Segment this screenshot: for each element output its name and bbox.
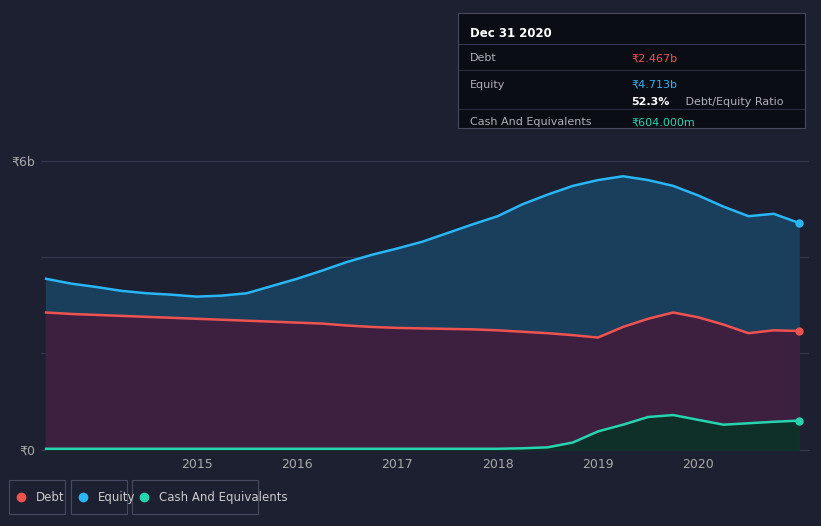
Text: ₹604.000m: ₹604.000m <box>631 117 695 127</box>
Text: Dec 31 2020: Dec 31 2020 <box>470 27 552 40</box>
Text: ₹2.467b: ₹2.467b <box>631 53 677 63</box>
Text: Equity: Equity <box>470 79 506 89</box>
Text: Debt: Debt <box>36 491 65 503</box>
FancyBboxPatch shape <box>71 480 126 514</box>
Text: ₹4.713b: ₹4.713b <box>631 79 677 89</box>
Text: Cash And Equivalents: Cash And Equivalents <box>159 491 287 503</box>
FancyBboxPatch shape <box>10 480 66 514</box>
Text: Equity: Equity <box>98 491 135 503</box>
Text: Cash And Equivalents: Cash And Equivalents <box>470 117 592 127</box>
FancyBboxPatch shape <box>132 480 258 514</box>
Text: 52.3%: 52.3% <box>631 97 670 107</box>
Text: Debt: Debt <box>470 53 497 63</box>
Text: Debt/Equity Ratio: Debt/Equity Ratio <box>681 97 783 107</box>
